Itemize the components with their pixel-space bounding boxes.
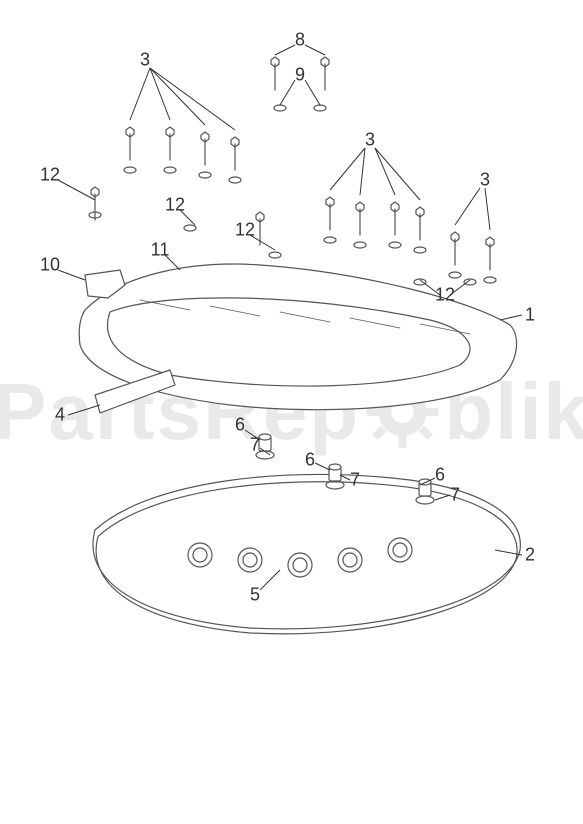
callout-7a: 7 xyxy=(250,435,260,456)
callout-9: 9 xyxy=(295,65,305,86)
diagram-svg xyxy=(0,0,583,824)
callout-7c: 7 xyxy=(450,485,460,506)
callout-12a: 12 xyxy=(40,165,60,186)
callout-3c: 3 xyxy=(480,170,490,191)
callout-6b: 6 xyxy=(305,450,315,471)
callout-2: 2 xyxy=(525,545,535,566)
callout-12b: 12 xyxy=(165,195,185,216)
callout-7b: 7 xyxy=(350,470,360,491)
callout-6c: 6 xyxy=(435,465,445,486)
callout-5: 5 xyxy=(250,585,260,606)
callout-1: 1 xyxy=(525,305,535,326)
callout-3a: 3 xyxy=(140,50,150,71)
callout-12c: 12 xyxy=(235,220,255,241)
callout-6a: 6 xyxy=(235,415,245,436)
callout-12d: 12 xyxy=(435,285,455,306)
callout-10: 10 xyxy=(40,255,60,276)
callout-3b: 3 xyxy=(365,130,375,151)
callout-4: 4 xyxy=(55,405,65,426)
callout-8: 8 xyxy=(295,30,305,51)
parts-diagram: PartsRep xyxy=(0,0,583,824)
callout-11: 11 xyxy=(151,240,170,261)
